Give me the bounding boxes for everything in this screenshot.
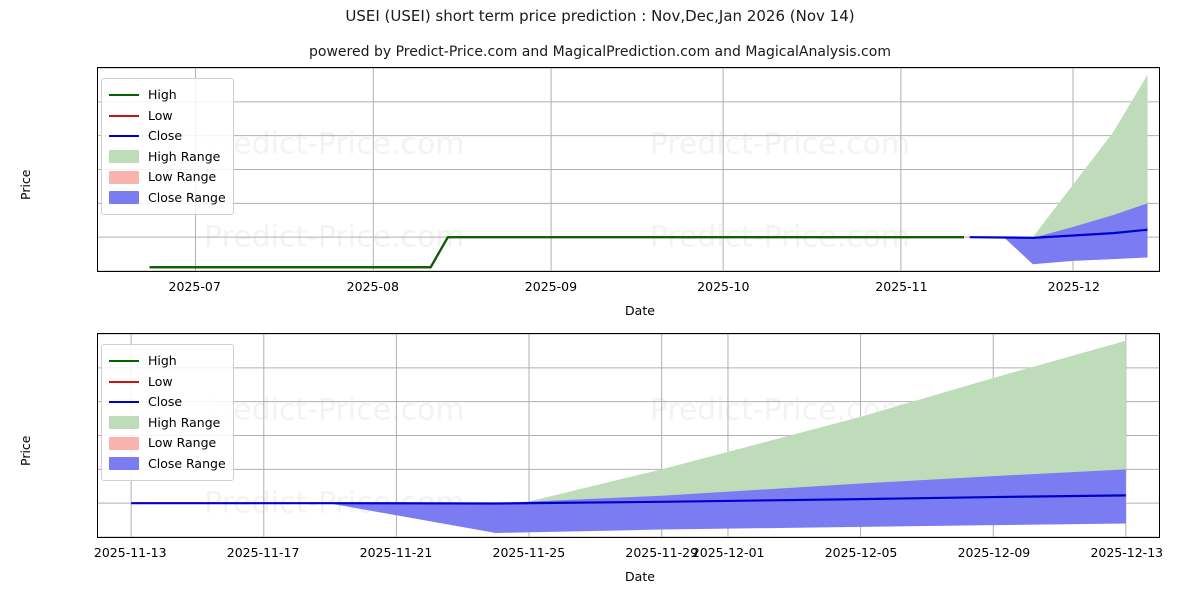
legend-swatch-patch [109,416,139,430]
page-subtitle: powered by Predict-Price.com and Magical… [309,44,891,60]
legend-label: Close [148,394,183,409]
watermark-text: Predict-Price.com [204,126,464,161]
x-tick-label: 2025-12-09 [957,545,1031,560]
x-tick-label: 2025-11-17 [226,545,300,560]
legend-swatch-line [109,355,139,368]
legend-item-low: Low [109,106,224,127]
overview-x-axis-label: Date [625,303,655,318]
legend-item-close: Close [109,126,224,147]
band-close-range [969,203,1148,265]
legend-label: Close Range [148,189,226,205]
detail-legend: High Low Close High Range Low Range Close Ran… [101,344,234,481]
x-tick-label: 2025-11 [875,279,928,294]
band-high-range [1032,74,1148,238]
legend-label: Close [148,128,183,143]
detail-plot-area: Predict-Price.comPredict-Price.comPredic… [97,333,1160,538]
legend-label: High [148,87,177,102]
x-tick-label: 2025-11-29 [625,545,699,560]
overview-legend: High Low Close High Range Low Range Close Ran… [101,78,234,215]
legend-swatch-line [109,109,139,122]
legend-item-low-range: Low Range [109,433,224,454]
series-line-close [970,230,1148,238]
legend-swatch-patch [109,170,139,184]
legend-item-high: High [109,85,224,106]
legend-item-close: Close [109,392,224,413]
x-tick-label: 2025-11-21 [359,545,433,560]
legend-item-low: Low [109,372,224,393]
legend-swatch-patch [109,436,139,450]
legend-item-close-range: Close Range [109,188,226,209]
legend-item-low-range: Low Range [109,167,224,188]
legend-label: High Range [148,148,221,164]
legend-label: Low Range [148,169,217,184]
legend-label: Low [148,373,173,389]
detail-x-axis-label: Date [625,569,655,584]
legend-item-high-range: High Range [109,413,224,434]
x-tick-label: 2025-12-05 [824,545,898,560]
x-tick-label: 2025-12-01 [691,545,765,560]
x-tick-label: 2025-12-13 [1090,545,1164,560]
legend-label: Low [148,107,173,123]
legend-swatch-patch [109,457,139,471]
x-tick-label: 2025-11-13 [93,545,167,560]
x-tick-label: 2025-12 [1047,279,1100,294]
x-tick-label: 2025-09 [524,279,578,294]
legend-swatch-line [109,375,139,388]
legend-label: Close Range [148,455,226,471]
detail-plot-svg: Predict-Price.comPredict-Price.comPredic… [98,334,1159,537]
x-tick-label: 2025-07 [168,279,221,294]
x-tick-label: 2025-10 [697,279,750,294]
watermark-text: Predict-Price.com [204,392,464,427]
page-title: USEI (USEI) short term price prediction … [345,7,855,25]
overview-plot-svg: Predict-Price.com Predict-Price.comPredic… [98,68,1159,271]
overview-plot-area: Predict-Price.com Predict-Price.com Predic… [97,67,1160,272]
legend-label: Low Range [148,435,217,450]
legend-item-high: High [109,351,224,372]
legend-item-high-range: High Range [109,147,224,168]
legend-swatch-patch [109,191,139,205]
band-high-range [529,340,1126,504]
legend-label: High [148,353,177,368]
series-line-close [131,495,1126,503]
legend-swatch-patch [109,150,139,164]
series-line-high [150,237,964,267]
legend-item-close-range: Close Range [109,454,226,475]
legend-label: High Range [148,414,221,430]
x-tick-label: 2025-08 [346,279,399,294]
watermark-text: Predict-Price.com [650,126,910,161]
legend-swatch-line [109,130,139,143]
legend-swatch-line [109,396,139,409]
legend-swatch-line [109,89,139,102]
x-tick-label: 2025-11-25 [492,545,566,560]
